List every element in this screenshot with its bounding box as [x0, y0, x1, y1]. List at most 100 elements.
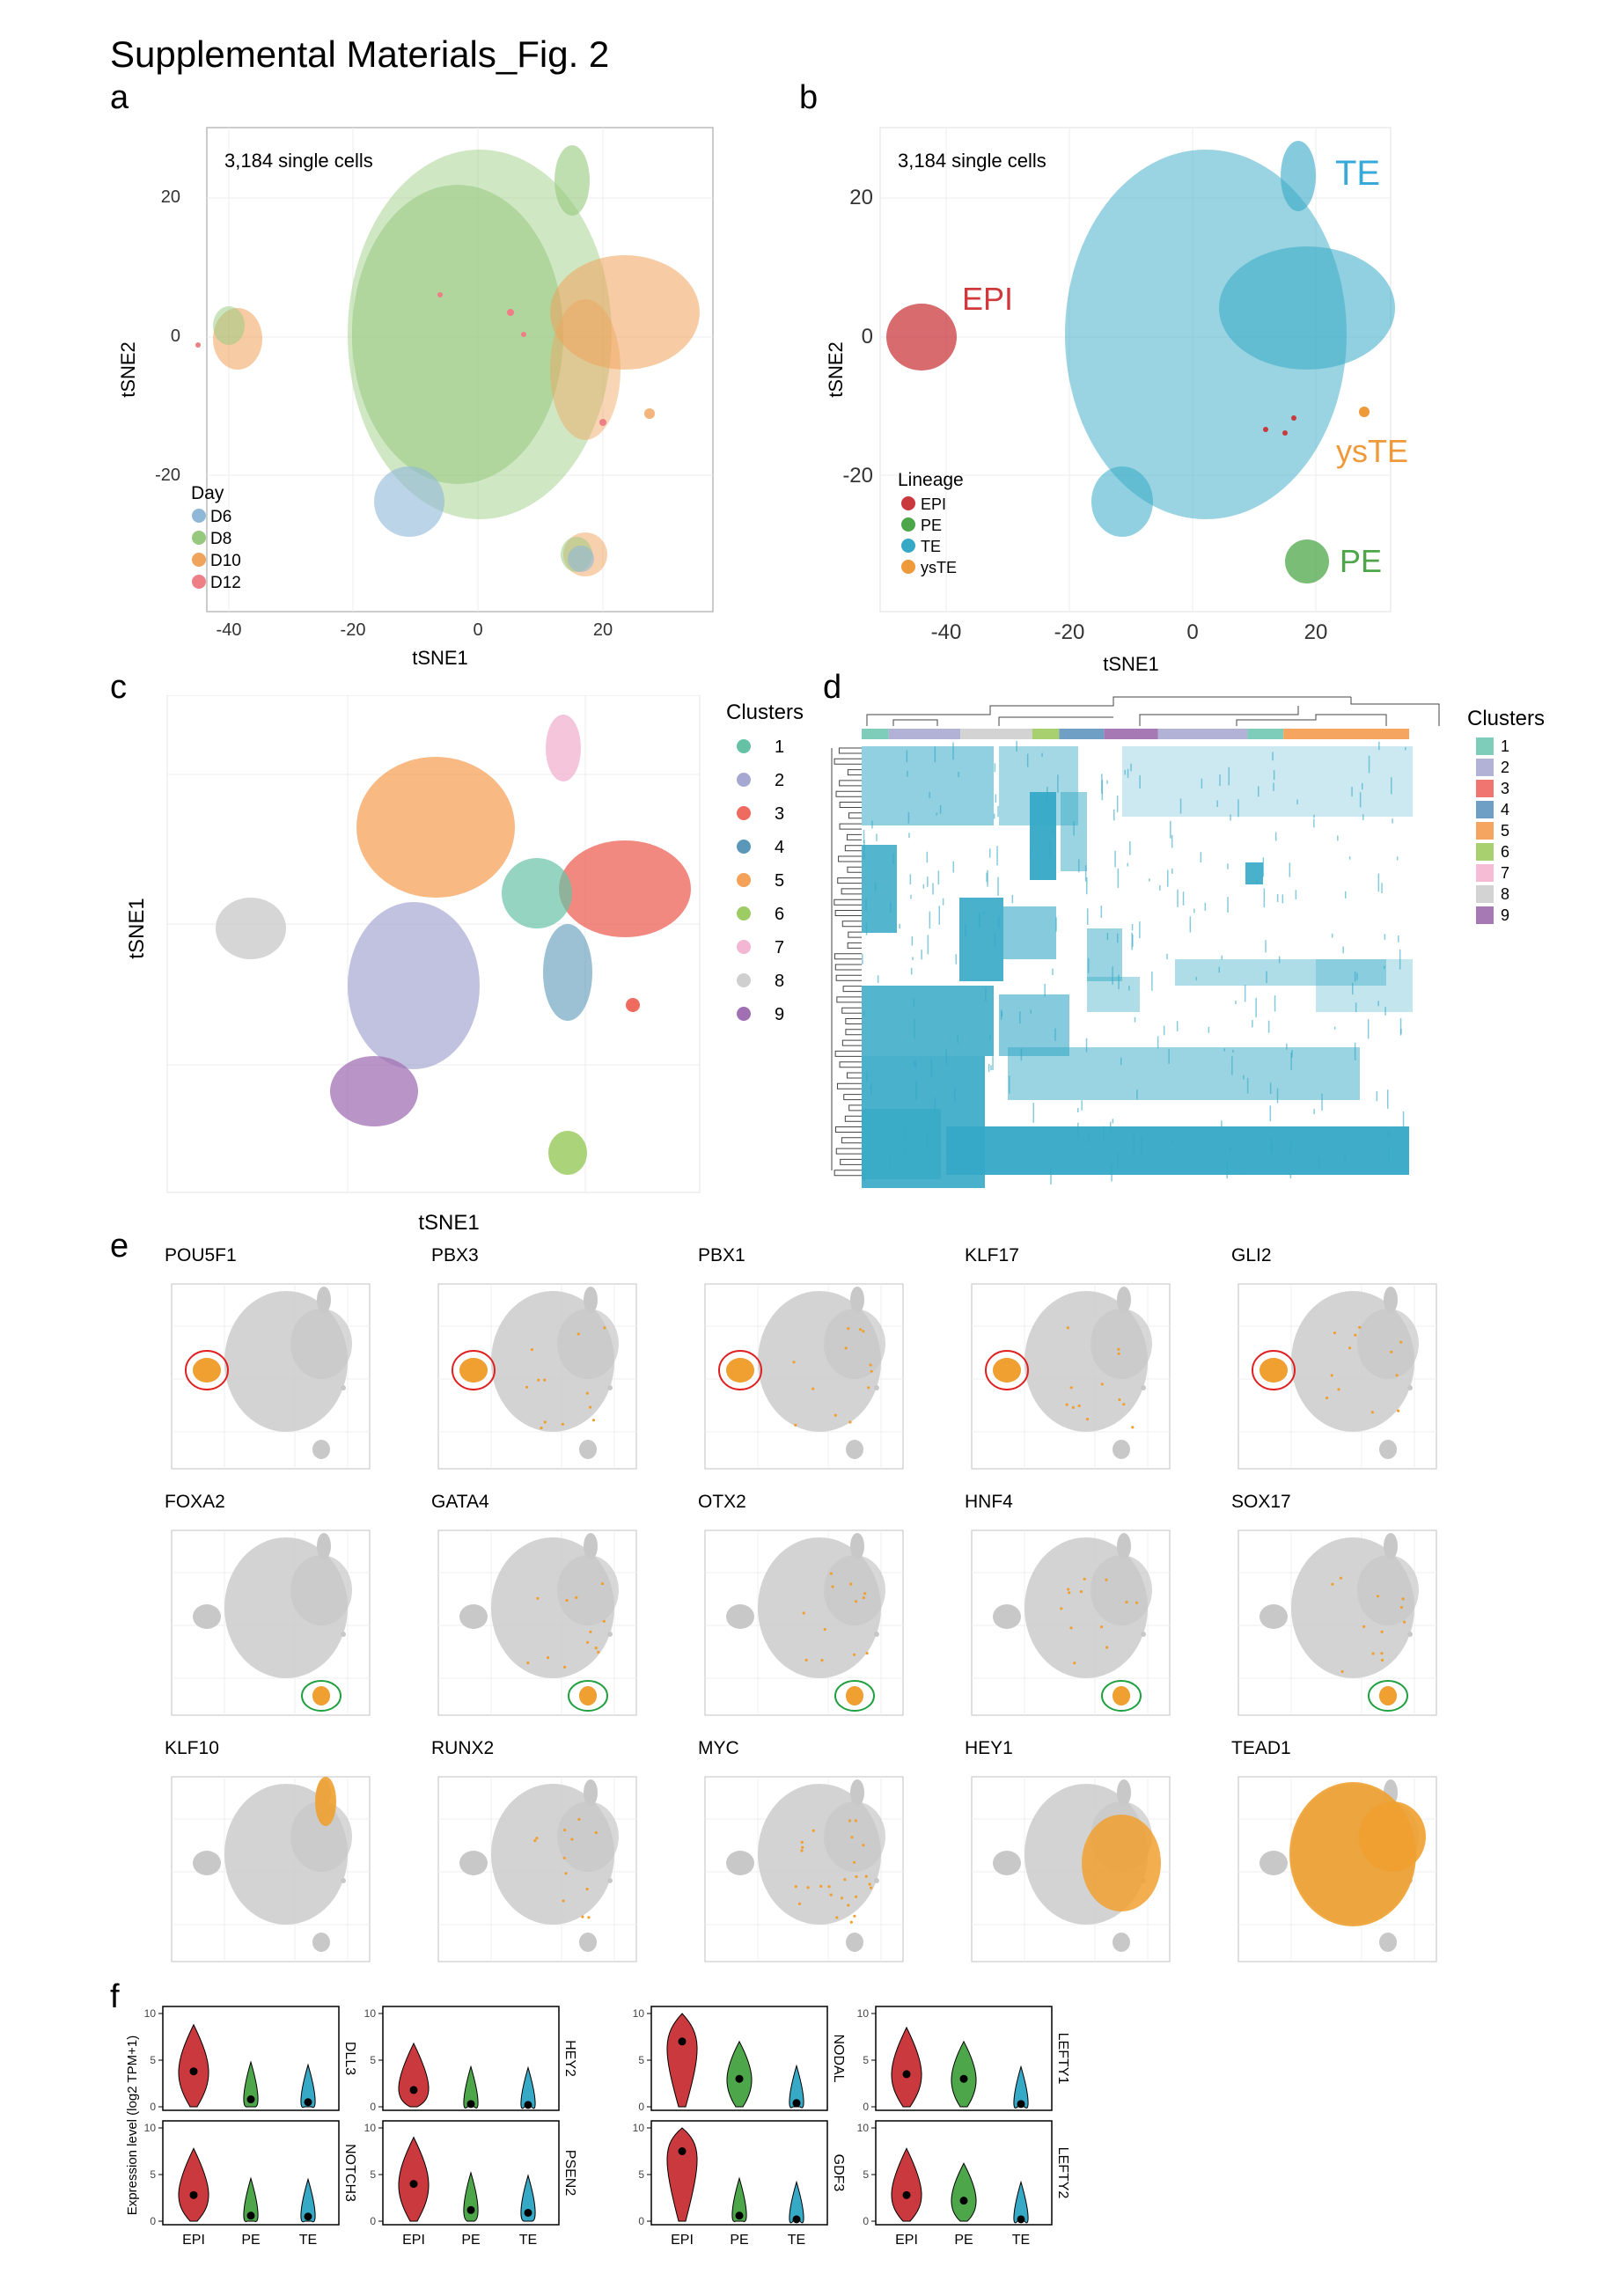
svg-text:D8: D8 — [210, 530, 231, 548]
violin-plot-lefty2: 0 5 10 EPI PE TE LEFTY2 — [857, 2120, 1070, 2248]
panel-f-ytick: 10 — [857, 2007, 870, 2020]
violin-median-te — [1017, 2100, 1025, 2109]
panel-f-gene-label: LEFTY2 — [1055, 2147, 1070, 2199]
violin-epi — [178, 2147, 209, 2222]
panel-a-xtick-1: -20 — [341, 620, 366, 640]
panel-a-legend: D6 D8 D10 D12 — [192, 508, 241, 592]
panel-f-ytick: 5 — [370, 2168, 376, 2181]
feature-plot-gata4: GATA4 — [421, 1492, 641, 1722]
violin-median-pe — [959, 2074, 968, 2083]
violin-median-epi — [902, 2190, 911, 2199]
panel-letter-f: f — [110, 1978, 120, 2015]
panel-c-xlabel: tSNE1 — [418, 1211, 479, 1235]
violin-median-epi — [678, 2147, 687, 2155]
panel-letter-e: e — [110, 1228, 129, 1265]
panel-f-ytick: 0 — [370, 2101, 376, 2113]
panel-d-legend-label-4: 4 — [1501, 801, 1509, 818]
violin-median-pe — [959, 2197, 968, 2205]
panel-f-ytick: 5 — [638, 2168, 644, 2181]
svg-text:TE: TE — [921, 538, 941, 555]
panel-d-legend-label-5: 5 — [1501, 822, 1509, 840]
panel-f-ytick: 0 — [638, 2101, 644, 2113]
violin-plot-lefty1: 0 5 10 LEFTY1 — [857, 2006, 1070, 2113]
feature-plot-runx2: RUNX2 — [421, 1738, 641, 1969]
panel-a-gridlines — [207, 128, 713, 612]
feature-plot-klf17: KLF17 — [954, 1245, 1174, 1476]
feature-plot-tead1: TEAD1 — [1221, 1738, 1441, 1969]
panel-f-group-label: PE — [730, 2233, 748, 2248]
feature-plot-scatter — [704, 1283, 904, 1470]
feature-plot-scatter — [171, 1776, 371, 1962]
panel-d-legend-label-2: 2 — [1501, 759, 1509, 776]
feature-plot-gene-label: POU5F1 — [165, 1245, 237, 1265]
panel-b-xtick-1: -20 — [1054, 620, 1085, 644]
panel-f-gene-label: HEY2 — [562, 2040, 577, 2077]
violin-plot-hey2: 0 5 10 HEY2 — [364, 2006, 577, 2113]
panel-f-group-label: TE — [788, 2233, 805, 2248]
panel-b-tsne-lineage: 20 0 -20 -40 -20 0 20 tSNE1 tSNE2 3,184 … — [827, 127, 1408, 675]
feature-plot-scatter — [1237, 1283, 1437, 1470]
panel-d-heatmap: Clusters 1 2 3 4 5 6 7 8 9 — [831, 696, 1545, 1188]
panel-b-ytick-2: -20 — [842, 464, 873, 488]
panel-e-gene-feature-plots: POU5F1 PBX3 PBX1 KLF17 GLI2 FOXA2 GATA4 OTX2 HNF… — [154, 1245, 1492, 1976]
panel-f-ytick: 0 — [863, 2215, 869, 2227]
feature-plot-scatter — [171, 1529, 371, 1716]
feature-plot-scatter — [437, 1776, 637, 1962]
violin-epi — [178, 2023, 209, 2108]
svg-text:6: 6 — [775, 905, 784, 924]
feature-plot-gene-label: KLF10 — [165, 1738, 219, 1758]
feature-plot-pou5f1: POU5F1 — [154, 1245, 374, 1476]
svg-text:D6: D6 — [210, 508, 231, 526]
panel-f-ytick: 10 — [633, 2122, 645, 2134]
violin-median-pe — [735, 2212, 744, 2220]
panel-f-group-label: EPI — [895, 2233, 918, 2248]
panel-letter-a: a — [110, 79, 129, 116]
feature-plot-scatter — [1237, 1529, 1437, 1716]
feature-plot-gene-label: RUNX2 — [431, 1738, 495, 1758]
feature-plot-scatter — [437, 1283, 637, 1470]
panel-d-legend-label-7: 7 — [1501, 864, 1509, 882]
svg-text:EPI: EPI — [921, 495, 946, 513]
violin-plot-gdf3: 0 5 10 EPI PE TE GDF3 — [633, 2120, 846, 2248]
violin-te — [520, 2174, 536, 2222]
panel-a-annotation: 3,184 single cells — [224, 150, 373, 172]
panel-c-ylabel: tSNE1 — [125, 898, 149, 958]
panel-letter-d: d — [823, 669, 842, 706]
feature-plot-scatter — [704, 1776, 904, 1962]
feature-plot-gli2: GLI2 — [1221, 1245, 1441, 1476]
panel-f-ytick: 10 — [144, 2122, 157, 2134]
violin-pe — [951, 2040, 977, 2108]
panel-d-legend-label-3: 3 — [1501, 780, 1509, 797]
panel-f-ytick: 5 — [150, 2168, 156, 2181]
panel-f-ytick: 5 — [150, 2054, 156, 2066]
panel-f-violin-plots: Expression level (log2 TPM+1) 0 5 10 DLL3 0 5 1… — [125, 2006, 1070, 2248]
feature-plot-gene-label: PBX3 — [431, 1245, 479, 1265]
panel-c-tsne-clusters: tSNE1 tSNE1 Clusters — [125, 695, 804, 1235]
panel-d-legend-label-6: 6 — [1501, 843, 1509, 861]
panel-a-xtick-3: 20 — [593, 620, 613, 640]
panel-a-ytick-0: 20 — [161, 187, 180, 207]
panel-f-group-label: EPI — [671, 2233, 694, 2248]
feature-plot-pbx1: PBX1 — [687, 1245, 907, 1476]
panel-f-group-label: PE — [241, 2233, 260, 2248]
violin-median-te — [304, 2098, 312, 2107]
panel-b-ytick-0: 20 — [849, 186, 873, 209]
violin-median-te — [1017, 2215, 1025, 2224]
feature-plot-otx2: OTX2 — [687, 1492, 907, 1722]
violin-epi — [398, 2042, 430, 2108]
feature-plot-hnf4: HNF4 — [954, 1492, 1174, 1722]
violin-median-pe — [246, 2212, 255, 2220]
feature-plot-scatter — [971, 1776, 1171, 1962]
feature-plot-gene-label: MYC — [698, 1738, 739, 1758]
panel-f-gene-label: GDF3 — [831, 2154, 846, 2192]
svg-text:ysTE: ysTE — [921, 559, 957, 576]
svg-text:7: 7 — [775, 938, 784, 957]
panel-f-ytick: 5 — [370, 2054, 376, 2066]
feature-plot-sox17: SOX17 — [1221, 1492, 1441, 1722]
panel-f-ylabel: Expression level (log2 TPM+1) — [125, 2036, 140, 2215]
panel-a-points — [195, 145, 700, 576]
violin-median-epi — [189, 2190, 198, 2199]
svg-text:4: 4 — [775, 838, 784, 857]
violin-plot-nodal: 0 5 10 NODAL — [633, 2006, 846, 2113]
feature-plot-gene-label: FOXA2 — [165, 1492, 225, 1512]
